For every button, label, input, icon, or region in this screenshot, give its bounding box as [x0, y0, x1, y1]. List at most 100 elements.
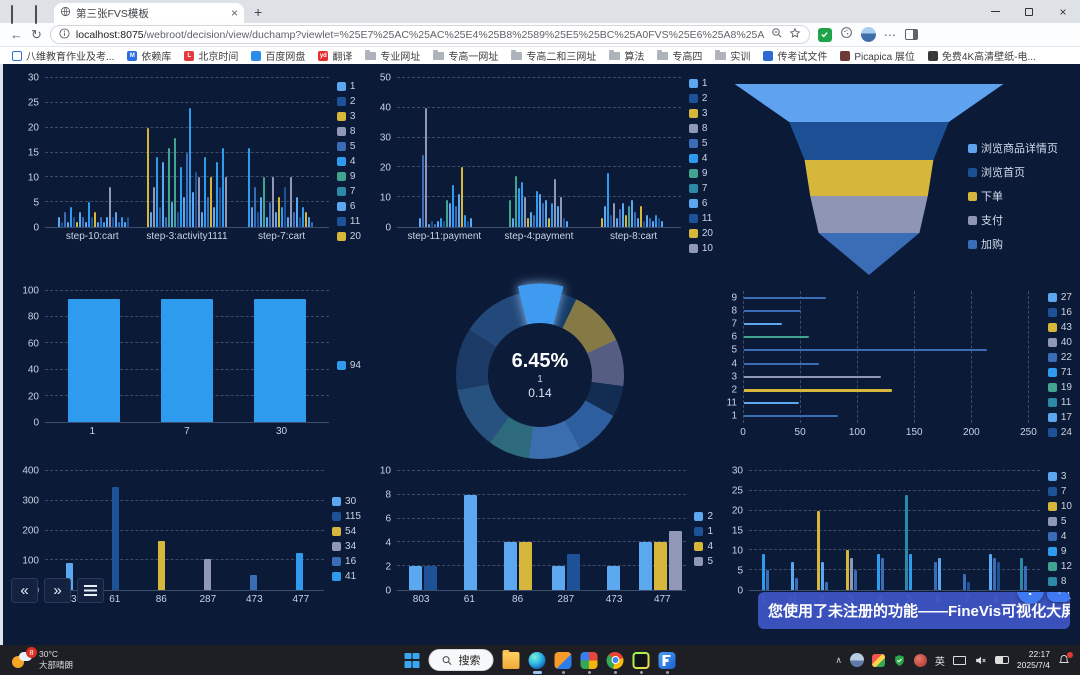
tray-photo-icon[interactable]	[849, 653, 864, 667]
bar	[167, 147, 170, 227]
maximize-button[interactable]	[1012, 0, 1046, 23]
taskbar-search[interactable]: 搜索	[428, 649, 494, 671]
y-tick-label: 1	[731, 410, 737, 422]
tray-app-icon[interactable]	[871, 653, 885, 667]
weather-text: 30°C 大部晴朗	[39, 649, 74, 670]
back-button[interactable]: ←	[10, 27, 23, 42]
file-explorer-icon[interactable]	[502, 649, 520, 669]
next-page-button[interactable]: »	[44, 578, 71, 603]
legend-item: 17	[1047, 412, 1072, 423]
qq-icon[interactable]	[554, 651, 572, 674]
bookmark-item[interactable]: Picapica 展位	[840, 48, 915, 63]
bar	[146, 127, 149, 227]
close-button[interactable]: ×	[1059, 4, 1067, 19]
notice-bell-button[interactable]	[1047, 592, 1070, 602]
bookmark-item[interactable]: 专高四	[657, 48, 702, 63]
legend-item: 4	[694, 541, 713, 552]
taskbar-clock[interactable]: 22:17 2025/7/4	[1016, 648, 1050, 670]
site-favicon: L	[184, 50, 195, 61]
conversion-donut-chart[interactable]: 6.45% 1 0.14	[367, 283, 713, 467]
ide-icon[interactable]	[633, 652, 650, 674]
plot-area	[397, 470, 687, 591]
browser-menu-icon[interactable]: ⋯	[883, 27, 897, 42]
bookmark-item[interactable]: 专高一网址	[433, 48, 498, 63]
bookmark-item[interactable]: 百度网盘	[251, 48, 305, 63]
photos-icon[interactable]	[580, 651, 598, 674]
legend-swatch	[688, 79, 698, 88]
bar	[515, 176, 518, 227]
bookmark-item[interactable]: M 依赖库	[127, 48, 171, 63]
legend-swatch	[332, 542, 342, 551]
browser-tab[interactable]: 第三张FVS模板 ×	[54, 3, 244, 23]
bookmark-item[interactable]: 八维教育作业及考...	[12, 48, 114, 63]
bar	[607, 173, 610, 227]
y-tick: 50	[379, 72, 391, 84]
zoom-indicator-icon[interactable]	[771, 26, 783, 44]
gridline	[914, 291, 916, 423]
bookmark-item[interactable]: 传考试文件	[763, 48, 827, 63]
bookmark-item[interactable]: yd 翻译	[318, 48, 352, 63]
legend-swatch	[1047, 502, 1057, 511]
active-app-indicator	[532, 671, 542, 674]
chart-legend: 浏览商品详情页 浏览首页 下单 支付 加购	[968, 140, 1058, 252]
workspaces-icon[interactable]	[11, 4, 25, 24]
tray-security-shield-icon[interactable]	[893, 654, 906, 667]
minimize-button[interactable]	[978, 0, 1012, 23]
legend-item: 2	[336, 96, 361, 107]
bookmark-item[interactable]: 免费4K高清壁纸-电...	[927, 48, 1036, 63]
help-button[interactable]: ?	[1017, 592, 1044, 604]
x-tick-label: 473	[245, 593, 263, 605]
bookmark-star-icon[interactable]	[789, 26, 801, 44]
sidebar-toggle-icon[interactable]	[904, 29, 918, 40]
funnel-chart[interactable]: 浏览商品详情页 浏览首页 下单 支付 加购	[719, 78, 1072, 275]
bookmark-item[interactable]: 专高二和三网址	[511, 48, 596, 63]
tray-browser-icon[interactable]	[913, 653, 927, 667]
site-info-icon[interactable]	[59, 26, 70, 44]
gridline	[749, 529, 1040, 531]
weather-widget[interactable]: 8 30°C 大部晴朗	[0, 647, 85, 670]
legend-swatch	[332, 527, 342, 536]
edge-icon[interactable]	[528, 651, 546, 674]
bookmark-item[interactable]: L 北京时间	[184, 48, 238, 63]
chrome-icon[interactable]	[606, 651, 624, 674]
start-button[interactable]	[404, 652, 420, 668]
bookmark-item[interactable]: 算法	[609, 48, 644, 63]
cookie-extension-icon[interactable]	[840, 26, 853, 44]
bookmark-label: 传考试文件	[777, 52, 828, 63]
battery-icon[interactable]	[994, 656, 1009, 664]
y-tick: 200	[22, 525, 39, 537]
bookmark-item[interactable]: 实训	[715, 48, 750, 63]
bar	[103, 222, 106, 227]
legend-label: 17	[1060, 412, 1072, 423]
tab-close-icon[interactable]: ×	[230, 6, 238, 20]
finevis-app-icon[interactable]	[658, 651, 676, 674]
vertical-tabs-icon[interactable]	[35, 4, 49, 24]
bar	[121, 217, 124, 227]
notification-center-icon[interactable]	[1058, 652, 1073, 666]
bar	[744, 336, 810, 339]
horizontal-bar-chart[interactable]: 9 8 7 6 5 4 3 2 11 1 0 50 100 150 200 250 27 16 43 40 22 71 19…	[719, 291, 1072, 439]
chart-step-bar-2[interactable]: 0 10 20 30 40 50 step-11:payment step-4:payment…	[367, 73, 713, 255]
prev-page-button[interactable]: «	[11, 578, 38, 603]
weather-icon: 8	[12, 647, 37, 669]
volume-muted-icon[interactable]	[974, 654, 987, 667]
bottom-middle-bar-chart[interactable]: 0 2 4 6 8 10 803 61 86 287 473 477 2 1 4 5	[367, 466, 713, 607]
refresh-button[interactable]: ↻	[31, 26, 42, 42]
language-indicator[interactable]: 英	[934, 656, 945, 668]
new-tab-button[interactable]: +	[254, 3, 263, 20]
retention-bar-chart[interactable]: 0 20 40 60 80 100 1 7 30 94	[15, 286, 361, 439]
chart-step-bar-1[interactable]: 0 5 10 15 20 25 30 step-10:cart step-3:activity1…	[15, 73, 361, 244]
bar	[1020, 558, 1024, 590]
bar	[463, 494, 477, 590]
bar-group	[780, 471, 809, 590]
legend-label: 11	[349, 215, 361, 227]
bookmark-item[interactable]: 专业网址	[365, 48, 420, 63]
tray-expand-icon[interactable]: ∧	[835, 654, 842, 665]
legend-label: 7	[1060, 486, 1067, 497]
legend-item: 1	[336, 81, 361, 92]
profile-avatar[interactable]	[860, 27, 876, 42]
page-list-button[interactable]	[77, 578, 104, 603]
cast-display-icon[interactable]	[952, 655, 966, 665]
adblock-shield-icon[interactable]	[817, 27, 832, 42]
address-bar[interactable]: localhost:8075/webroot/decision/view/duc…	[49, 25, 810, 44]
